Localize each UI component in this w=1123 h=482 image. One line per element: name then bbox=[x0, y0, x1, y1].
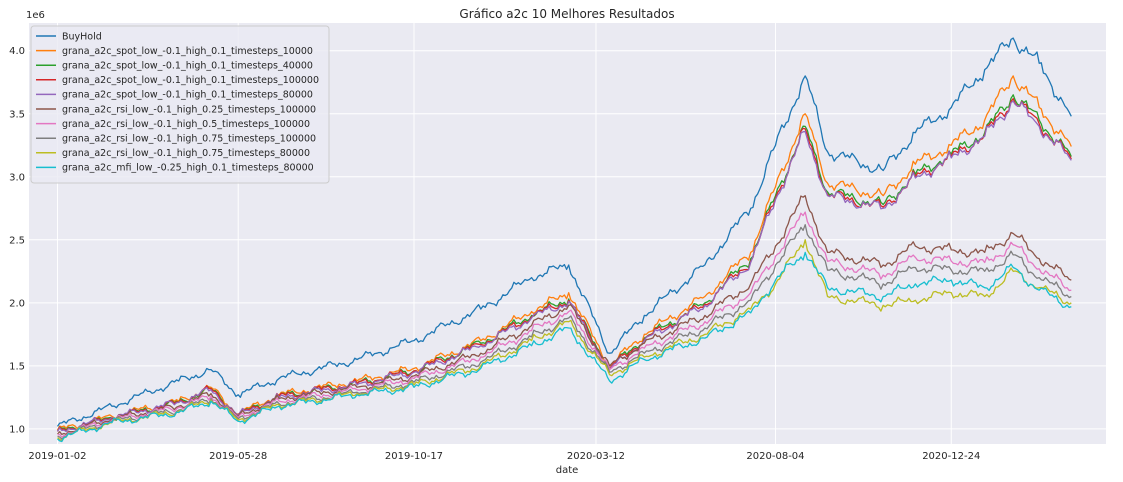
y-scale-label: 1e6 bbox=[26, 10, 45, 21]
legend-entry-label: grana_a2c_rsi_low_-0.1_high_0.25_timeste… bbox=[62, 104, 316, 115]
series-line bbox=[56, 37, 1072, 427]
y-tick-label: 3.5 bbox=[9, 109, 25, 120]
series-line bbox=[56, 100, 1072, 433]
legend-entry-label: grana_a2c_rsi_low_-0.1_high_0.5_timestep… bbox=[62, 119, 310, 130]
y-tick-label: 2.0 bbox=[9, 298, 25, 309]
legend-entry-label: grana_a2c_spot_low_-0.1_high_0.1_timeste… bbox=[62, 46, 313, 57]
y-tick-label: 1.5 bbox=[9, 361, 25, 372]
legend-entry-label: grana_a2c_spot_low_-0.1_high_0.1_timeste… bbox=[62, 61, 313, 72]
y-tick-label: 1.0 bbox=[9, 424, 25, 435]
y-tick-label: 3.0 bbox=[9, 172, 25, 183]
legend-entry-label: BuyHold bbox=[62, 31, 102, 42]
x-axis-label: date bbox=[556, 465, 579, 476]
x-tick-label: 2019-05-28 bbox=[209, 451, 267, 462]
x-tick-label: 2019-10-17 bbox=[385, 451, 443, 462]
legend-entry-label: grana_a2c_rsi_low_-0.1_high_0.75_timeste… bbox=[62, 134, 316, 145]
series-line bbox=[57, 251, 1072, 443]
legend: BuyHold grana_a2c_spot_low_-0.1_high_0.1_… bbox=[30, 25, 330, 184]
y-tick-label: 2.5 bbox=[9, 235, 25, 246]
legend-entry-label: grana_a2c_mfi_low_-0.25_high_0.1_timeste… bbox=[62, 163, 314, 174]
series-layer bbox=[56, 37, 1072, 443]
x-tick-label: 2020-12-24 bbox=[922, 451, 980, 462]
y-tick-label: 4.0 bbox=[9, 46, 25, 57]
x-axis-ticks: 2019-01-02 2019-05-28 2019-10-17 2020-03-12… bbox=[28, 451, 980, 462]
series-line bbox=[56, 75, 1072, 431]
legend-entry-label: grana_a2c_spot_low_-0.1_high_0.1_timeste… bbox=[62, 75, 319, 86]
y-axis-ticks: 1.0 1.5 2.0 2.5 3.0 3.5 4.0 bbox=[9, 46, 25, 435]
x-tick-label: 2020-03-12 bbox=[567, 451, 625, 462]
x-tick-label: 2019-01-02 bbox=[28, 451, 86, 462]
legend-frame bbox=[30, 25, 330, 184]
x-tick-label: 2020-08-04 bbox=[746, 451, 804, 462]
legend-entry-label: grana_a2c_rsi_low_-0.1_high_0.75_timeste… bbox=[62, 148, 310, 159]
legend-entry-label: grana_a2c_spot_low_-0.1_high_0.1_timeste… bbox=[62, 90, 313, 101]
chart-title: Gráfico a2c 10 Melhores Resultados bbox=[459, 7, 674, 21]
series-line bbox=[57, 239, 1072, 442]
